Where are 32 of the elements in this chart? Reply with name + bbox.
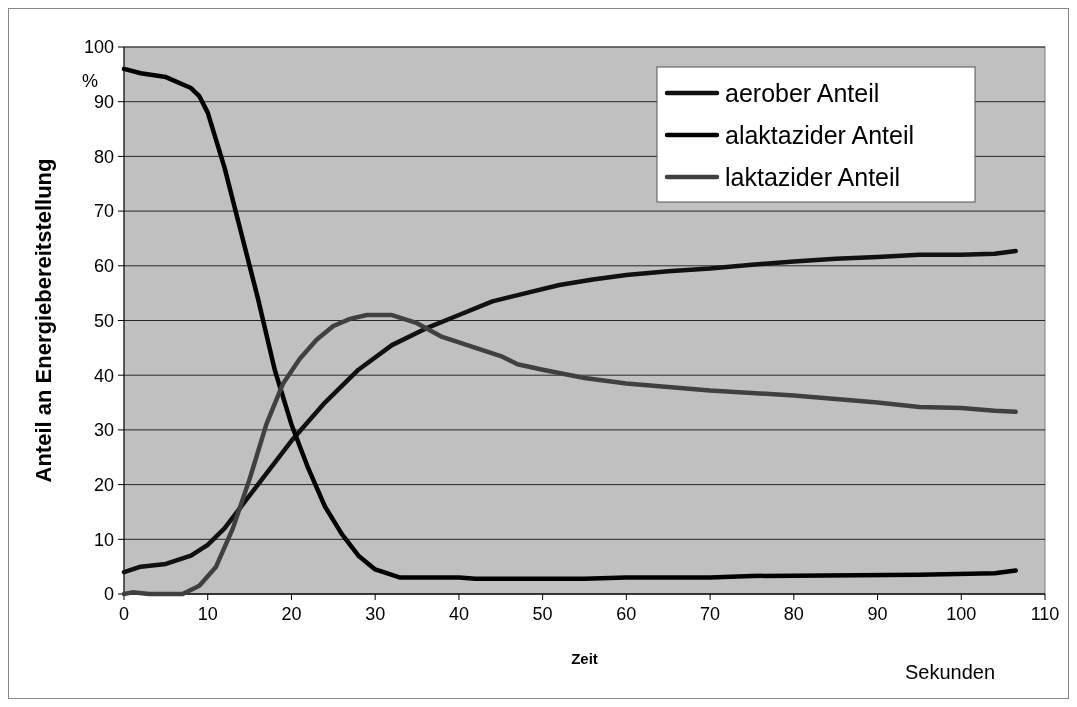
- line-series: [121, 248, 1018, 575]
- x-tick-label: 90: [867, 604, 888, 624]
- text: Sekunden: [904, 661, 995, 683]
- y-tick-label: 10: [93, 529, 114, 550]
- x-tick-label: 80: [783, 604, 804, 624]
- x-tick-label: 110: [1030, 604, 1060, 624]
- y-tick-label: 70: [93, 201, 114, 222]
- x-tick-label: 100: [946, 604, 977, 624]
- x-tick-label: 50: [532, 604, 553, 624]
- x-tick-label: 30: [365, 604, 386, 624]
- legend-label: alaktazider Anteil: [725, 120, 915, 149]
- y-tick-label: 0: [103, 584, 114, 605]
- x-tick-label: 10: [197, 604, 218, 624]
- y-tick-label: 40: [93, 365, 114, 386]
- y-tick-label: 90: [93, 92, 114, 112]
- x-tick-label: 20: [281, 604, 302, 624]
- y-tick-label: 80: [93, 146, 114, 167]
- y-axis-title: Anteil an Energiebereitstellung: [31, 158, 56, 483]
- y-tick-label: 30: [93, 420, 114, 441]
- y-tick-label: 50: [93, 310, 114, 331]
- y-tick-label: 20: [93, 474, 114, 495]
- x-axis-title: Zeit: [571, 650, 598, 667]
- x-tick-label: 40: [448, 604, 469, 624]
- x-tick-label: 60: [616, 604, 637, 624]
- x-tick-label: 0: [118, 604, 130, 624]
- legend-label: aerober Anteil: [725, 78, 880, 107]
- x-tick-label: 70: [700, 604, 721, 624]
- line-series: [121, 312, 1018, 597]
- legend-label: laktazider Anteil: [725, 162, 901, 191]
- text: %: [81, 71, 99, 91]
- y-tick-label: 60: [93, 256, 114, 277]
- y-tick-label: 100: [83, 37, 114, 58]
